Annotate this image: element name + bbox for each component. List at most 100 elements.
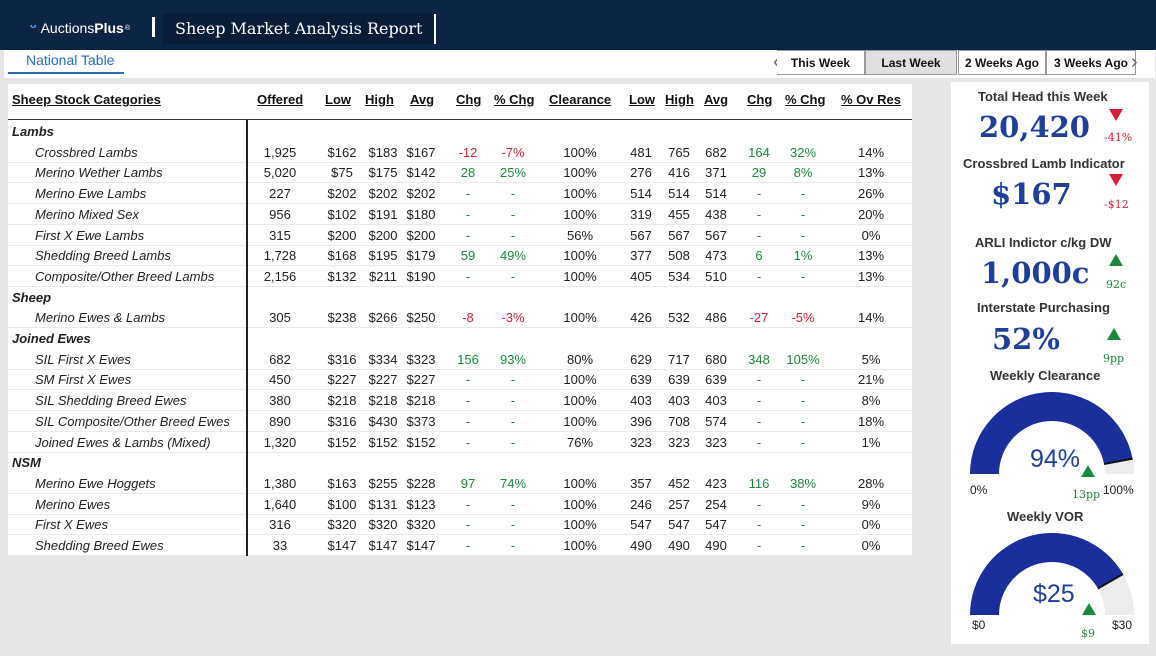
table-row[interactable]: First X Ewe Lambs 315 $200 $200 $200 - - 56% 567…: [8, 226, 912, 246]
table-row[interactable]: Crossbred Lambs 1,925 $162 $183 $167 -12 -7% 10…: [8, 143, 912, 163]
table-row[interactable]: Merino Ewe Hoggets 1,380 $163 $255 $228 97 74%…: [8, 474, 912, 494]
cell-low: $100: [327, 496, 357, 512]
cell-avg-2: 510: [705, 268, 727, 284]
cell-offered: 315: [269, 227, 291, 243]
cell-avg-2: 323: [705, 434, 727, 450]
cell-high: $183: [368, 144, 398, 160]
cell-low-2: 405: [630, 268, 652, 284]
category-label: Merino Ewe Lambs: [35, 186, 147, 202]
cell-high: $152: [368, 434, 398, 450]
brand-prefix: Auctions: [40, 20, 95, 36]
cell-high-2: 452: [668, 475, 690, 491]
table-group-row: Joined Ewes: [8, 329, 912, 349]
table-row[interactable]: SIL Composite/Other Breed Ewes 890 $316 $43…: [8, 412, 912, 432]
cell-pchg-2: -: [800, 517, 806, 533]
auctionsplus-logo[interactable]: ᵕ Auctions Plus ®: [30, 19, 130, 37]
cell-pchg: -: [510, 206, 516, 222]
cell-clearance: 100%: [563, 165, 597, 181]
cell-avg-2: 490: [705, 538, 727, 553]
cell-chg: -: [465, 496, 471, 512]
category-label: SIL First X Ewes: [35, 351, 131, 367]
cell-high: $320: [368, 517, 398, 533]
col-header-category[interactable]: Sheep Stock Categories: [12, 92, 161, 107]
table-group-row: Lambs: [8, 122, 912, 142]
tab-national-table[interactable]: National Table: [8, 52, 125, 74]
table-row[interactable]: SIL First X Ewes 682 $316 $334 $323 156 93% 80%…: [8, 350, 912, 370]
cell-high-2: 765: [668, 144, 690, 160]
table-row[interactable]: Shedding Breed Ewes 33 $147 $147 $147 - - 100% 4…: [8, 536, 912, 556]
cell-low-2: 547: [630, 517, 652, 533]
cell-pchg-2: -: [800, 268, 806, 284]
cell-pchg: 49%: [499, 248, 527, 264]
col-header-low-2[interactable]: Low: [629, 92, 655, 107]
chevron-left-icon[interactable]: ‹: [773, 50, 780, 75]
category-label: Composite/Other Breed Lambs: [35, 268, 215, 284]
cell-clearance: 100%: [563, 310, 597, 326]
col-header-avg[interactable]: Avg: [410, 92, 435, 107]
col-header-high-2[interactable]: High: [665, 92, 694, 107]
table-row[interactable]: Shedding Breed Lambs 1,728 $168 $195 $179 59 4…: [8, 246, 912, 267]
col-header-pchg[interactable]: % Chg: [494, 92, 535, 107]
table-row[interactable]: SIL Shedding Breed Ewes 380 $218 $218 $218 - -…: [8, 391, 912, 412]
table-row[interactable]: SM First X Ewes 450 $227 $227 $227 - - 100% 639 6…: [8, 370, 912, 391]
col-header-chg[interactable]: Chg: [456, 92, 482, 107]
this-week-button[interactable]: This Week: [777, 50, 865, 75]
cell-clearance: 56%: [566, 227, 594, 243]
three-weeks-ago-button[interactable]: 3 Weeks Ago: [1046, 50, 1136, 75]
table-row[interactable]: Merino Mixed Sex 956 $102 $191 $180 - - 100% 319…: [8, 205, 912, 225]
category-label: SIL Shedding Breed Ewes: [35, 393, 187, 409]
cell-chg-2: -: [756, 538, 762, 553]
cell-high: $430: [368, 413, 398, 429]
cell-high-2: 514: [668, 186, 690, 202]
col-header-clearance[interactable]: Clearance: [549, 92, 612, 107]
table-row[interactable]: Merino Ewe Lambs 227 $202 $202 $202 - - 100% 514…: [8, 184, 912, 205]
cell-chg: -: [465, 413, 471, 429]
cell-pchg: -: [510, 186, 516, 202]
col-header-ov-res[interactable]: % Ov Res: [841, 92, 901, 107]
col-header-chg-2[interactable]: Chg: [747, 92, 773, 107]
cell-low-2: 276: [630, 165, 652, 181]
cell-pchg: 74%: [499, 475, 527, 491]
cell-chg-2: -: [756, 517, 762, 533]
vor-gauge-title: Weekly VOR: [1007, 509, 1084, 524]
table-row[interactable]: Merino Ewes & Lambs 305 $238 $266 $250 -8 -3% 1…: [8, 308, 912, 329]
cell-chg-2: -: [756, 372, 762, 388]
table-row[interactable]: Joined Ewes & Lambs (Mixed) 1,320 $152 $152…: [8, 433, 912, 453]
cell-avg: $373: [406, 413, 436, 429]
cell-high: $266: [368, 310, 398, 326]
cell-clearance: 100%: [563, 475, 597, 491]
cell-ov-res: 21%: [857, 372, 885, 388]
table-row[interactable]: First X Ewes 316 $320 $320 $320 - - 100% 547 547 5…: [8, 515, 912, 536]
cell-ov-res: 13%: [857, 248, 885, 264]
col-header-avg-2[interactable]: Avg: [704, 92, 729, 107]
last-week-button[interactable]: Last Week: [865, 50, 957, 75]
cell-high: $202: [368, 186, 398, 202]
table-row[interactable]: Merino Wether Lambs 5,020 $75 $175 $142 28 25%…: [8, 163, 912, 184]
cell-pchg-2: -: [800, 227, 806, 243]
cell-pchg-2: -: [800, 538, 806, 553]
total-head-value: 20,420: [979, 110, 1090, 144]
table-row[interactable]: Composite/Other Breed Lambs 2,156 $132 $211…: [8, 267, 912, 287]
table-row[interactable]: Merino Ewes 1,640 $100 $131 $123 - - 100% 246 257…: [8, 495, 912, 515]
cell-pchg-2: -5%: [791, 310, 815, 326]
cell-ov-res: 20%: [857, 206, 885, 222]
two-weeks-ago-button[interactable]: 2 Weeks Ago: [958, 50, 1046, 75]
cell-avg: $200: [406, 227, 436, 243]
vor-max-label: $30: [1112, 618, 1133, 632]
col-header-high[interactable]: High: [365, 92, 394, 107]
cell-offered: 1,728: [263, 248, 297, 264]
col-header-offered[interactable]: Offered: [257, 92, 304, 107]
chevron-right-icon[interactable]: ›: [1131, 51, 1138, 73]
row-divider: [8, 430, 912, 432]
cell-chg: -: [465, 227, 471, 243]
cell-clearance: 100%: [563, 372, 597, 388]
cell-pchg-2: 105%: [786, 351, 820, 367]
cell-low-2: 481: [630, 144, 652, 160]
cell-high: $191: [368, 206, 398, 222]
cell-low-2: 426: [630, 310, 652, 326]
cell-clearance: 100%: [563, 413, 597, 429]
col-header-low[interactable]: Low: [325, 92, 351, 107]
cell-chg-2: -: [756, 413, 762, 429]
cell-avg-2: 423: [705, 475, 727, 491]
col-header-pchg-2[interactable]: % Chg: [785, 92, 826, 107]
